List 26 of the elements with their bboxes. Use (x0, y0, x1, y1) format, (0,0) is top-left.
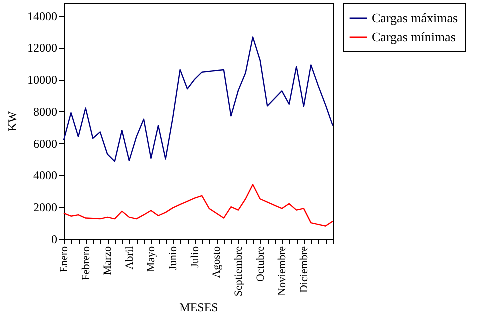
x-tick-label: Mayo (146, 246, 158, 272)
legend-label: Cargas mínimas (372, 30, 456, 44)
y-tick-label: 6000 (34, 136, 58, 151)
line-series (63, 36, 334, 162)
x-tick-label: Enero (58, 246, 70, 273)
y-tick-label: 2000 (34, 200, 58, 215)
x-axis-title: MESES (180, 300, 218, 315)
x-tick-label: Febrero (80, 246, 92, 281)
x-tick-label: Agosto (211, 246, 224, 278)
x-tick-label: Junio (168, 246, 180, 270)
x-tick-label: Noviembre (276, 246, 289, 296)
line-series (63, 184, 334, 227)
y-tick-label: 14000 (28, 9, 58, 24)
y-tick-label: 0 (52, 232, 58, 246)
x-tick-label: Marzo (102, 246, 114, 276)
legend-label: Cargas máximas (372, 10, 458, 26)
y-axis-title: KW (6, 110, 20, 132)
x-tick-label: Abril (124, 246, 136, 270)
y-tick-label: 8000 (34, 104, 58, 119)
x-tick-label: Octubre (254, 246, 267, 282)
y-tick-label: 12000 (28, 41, 58, 56)
x-tick-label: Septiembre (232, 246, 245, 297)
y-tick-label: 10000 (28, 73, 58, 88)
x-tick-label: Julio (189, 246, 202, 268)
y-tick-label: 4000 (34, 168, 58, 183)
x-tick-label: Diciembre (298, 246, 310, 293)
